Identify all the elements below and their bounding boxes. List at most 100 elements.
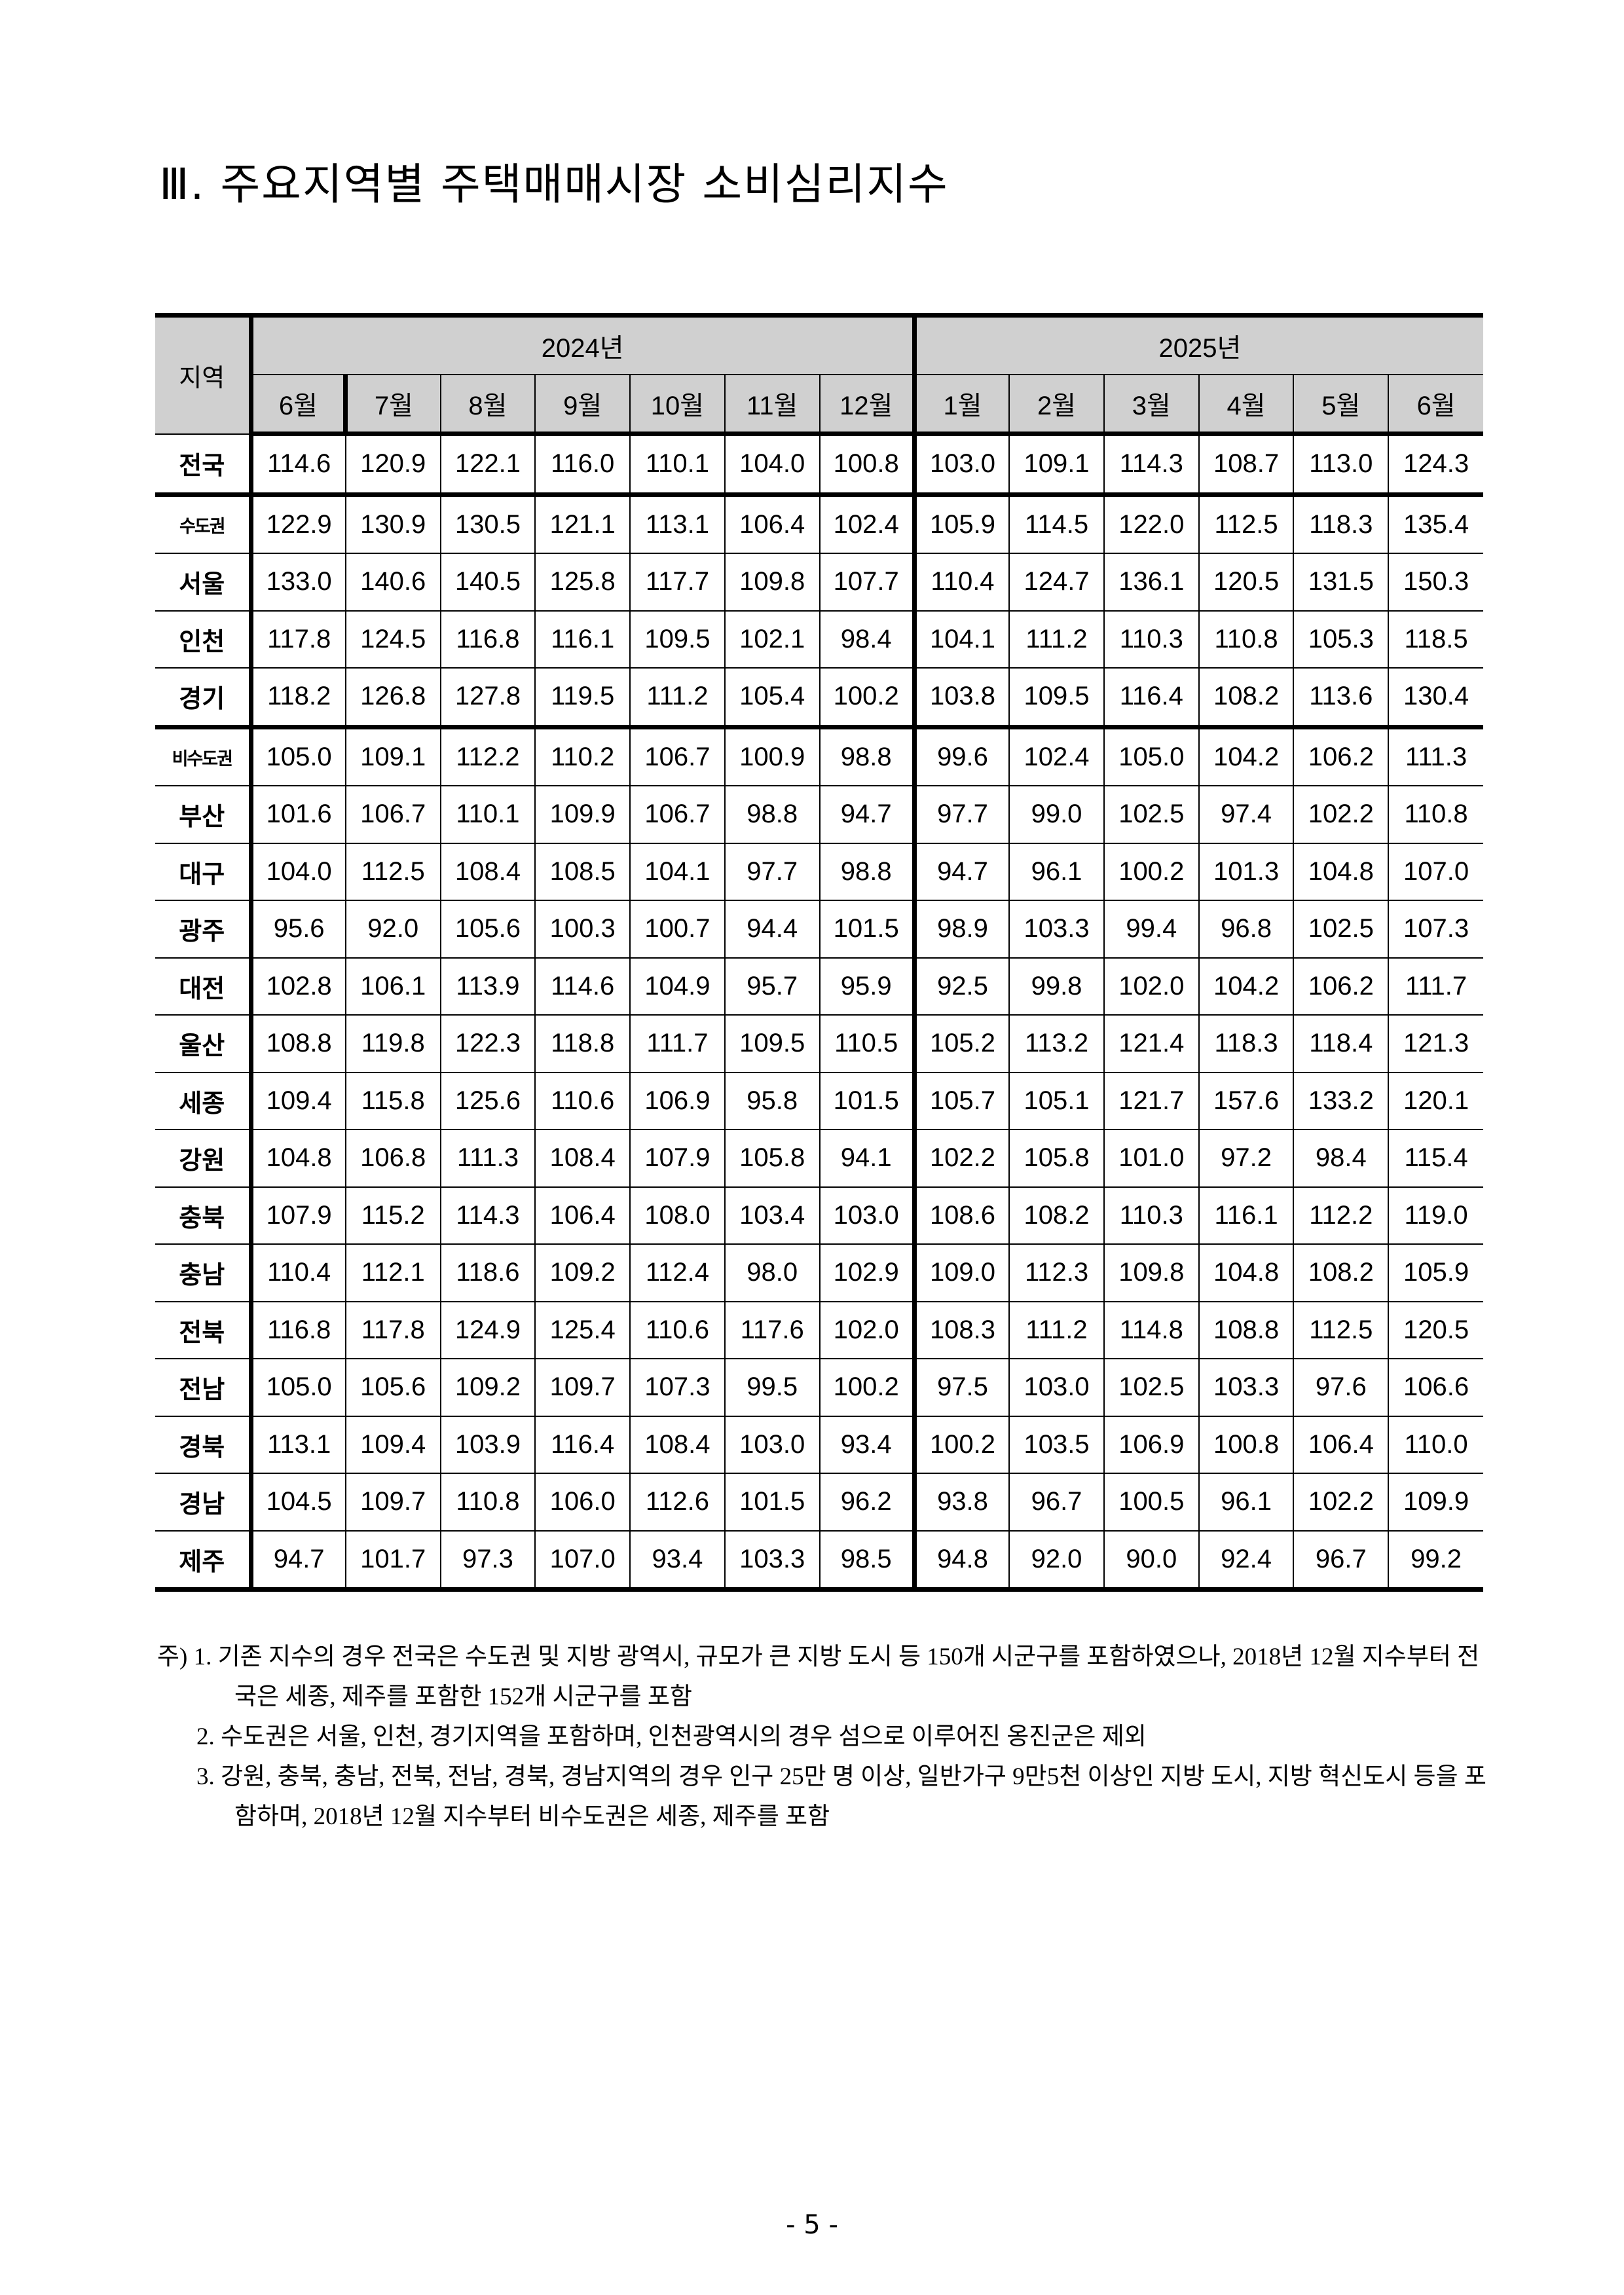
table-row: 경기 118.2 126.8 127.8 119.5 111.2 105.4 100.2 103… — [155, 667, 1483, 729]
index-value: 107.3 — [1388, 900, 1483, 959]
index-value: 99.2 — [1388, 1530, 1483, 1592]
index-value: 112.5 — [1293, 1300, 1390, 1359]
index-value: 106.2 — [1293, 726, 1390, 786]
index-value: 108.8 — [250, 1014, 346, 1073]
month-header: 9월 — [534, 374, 631, 436]
index-value: 92.4 — [1198, 1530, 1295, 1592]
footnote-1: 주) 1. 기존 지수의 경우 전국은 수도권 및 지방 광역시, 규모가 큰 … — [157, 1643, 1480, 1710]
index-value: 100.2 — [819, 1358, 917, 1417]
index-value: 109.5 — [1008, 667, 1105, 729]
index-value: 105.4 — [724, 667, 821, 729]
year-header: 2025년 — [913, 313, 1483, 375]
month-header: 7월 — [344, 374, 441, 436]
index-value: 98.8 — [819, 842, 917, 901]
index-value: 120.5 — [1388, 1300, 1483, 1359]
index-value: 110.4 — [913, 553, 1010, 612]
index-value: 99.0 — [1008, 785, 1105, 844]
index-value: 100.3 — [534, 900, 631, 959]
index-value: 102.5 — [1103, 1358, 1200, 1417]
index-value: 104.9 — [629, 957, 726, 1016]
month-header: 3월 — [1103, 374, 1200, 436]
index-value: 99.8 — [1008, 957, 1105, 1016]
footnote-3: 3. 강원, 충북, 충남, 전북, 전남, 경북, 경남지역의 경우 인구 2… — [196, 1763, 1486, 1830]
index-value: 133.0 — [250, 553, 346, 612]
index-value: 97.2 — [1198, 1129, 1295, 1188]
index-value: 115.8 — [344, 1071, 441, 1130]
index-value: 110.0 — [1388, 1415, 1483, 1474]
index-value: 107.0 — [534, 1530, 631, 1592]
index-value: 94.1 — [819, 1129, 917, 1188]
index-value: 104.0 — [250, 842, 346, 901]
index-value: 103.0 — [1008, 1358, 1105, 1417]
index-value: 108.7 — [1198, 433, 1295, 497]
index-value: 106.7 — [629, 785, 726, 844]
region-label: 세종 — [155, 1071, 253, 1130]
index-value: 93.4 — [629, 1530, 726, 1592]
index-value: 105.0 — [1103, 726, 1200, 786]
index-value: 105.6 — [439, 900, 536, 959]
index-value: 92.0 — [1008, 1530, 1105, 1592]
index-value: 109.2 — [439, 1358, 536, 1417]
index-value: 114.6 — [534, 957, 631, 1016]
index-value: 117.7 — [629, 553, 726, 612]
footnote-2: 2. 수도권은 서울, 인천, 경기지역을 포함하며, 인천광역시의 경우 섬으… — [196, 1723, 1147, 1750]
month-header: 8월 — [439, 374, 536, 436]
index-value: 97.6 — [1293, 1358, 1390, 1417]
index-value: 105.0 — [250, 726, 346, 786]
index-value: 107.3 — [629, 1358, 726, 1417]
table-row: 비수도권 105.0 109.1 112.2 110.2 106.7 100.9 98.8 99… — [155, 726, 1483, 786]
region-label: 충북 — [155, 1186, 253, 1245]
index-value: 103.4 — [724, 1186, 821, 1245]
index-value: 93.8 — [913, 1473, 1010, 1532]
index-value: 108.8 — [1198, 1300, 1295, 1359]
index-value: 104.8 — [250, 1129, 346, 1188]
index-value: 113.6 — [1293, 667, 1390, 729]
index-value: 101.0 — [1103, 1129, 1200, 1188]
index-value: 105.0 — [250, 1358, 346, 1417]
index-value: 105.2 — [913, 1014, 1010, 1073]
index-value: 101.7 — [344, 1530, 441, 1592]
index-value: 112.3 — [1008, 1243, 1105, 1302]
index-value: 93.4 — [819, 1415, 917, 1474]
index-value: 96.1 — [1008, 842, 1105, 901]
index-value: 104.1 — [629, 842, 726, 901]
table-row: 광주 95.6 92.0 105.6 100.3 100.7 94.4 101.5 98.9 10… — [155, 900, 1483, 959]
index-value: 101.5 — [819, 900, 917, 959]
month-header: 4월 — [1198, 374, 1295, 436]
index-value: 110.6 — [629, 1300, 726, 1359]
table-row: 대전 102.8 106.1 113.9 114.6 104.9 95.7 95.9 92.5 9… — [155, 957, 1483, 1016]
index-value: 157.6 — [1198, 1071, 1295, 1130]
year-header: 2024년 — [249, 313, 917, 375]
index-value: 118.6 — [439, 1243, 536, 1302]
index-value: 96.7 — [1008, 1473, 1105, 1532]
index-value: 117.6 — [724, 1300, 821, 1359]
index-value: 94.7 — [819, 785, 917, 844]
region-label: 부산 — [155, 785, 253, 844]
index-value: 150.3 — [1388, 553, 1483, 612]
region-column-header: 지역 — [155, 313, 253, 435]
index-value: 107.0 — [1388, 842, 1483, 901]
index-value: 118.3 — [1198, 1014, 1295, 1073]
index-value: 120.9 — [344, 433, 441, 497]
index-value: 107.9 — [250, 1186, 346, 1245]
index-value: 105.1 — [1008, 1071, 1105, 1130]
index-value: 130.9 — [344, 494, 441, 554]
index-value: 100.8 — [1198, 1415, 1295, 1474]
index-value: 109.0 — [913, 1243, 1010, 1302]
region-label: 전북 — [155, 1300, 253, 1359]
month-header: 5월 — [1293, 374, 1390, 436]
index-value: 109.9 — [1388, 1473, 1483, 1532]
index-value: 109.8 — [1103, 1243, 1200, 1302]
index-value: 100.8 — [819, 433, 917, 497]
index-value: 105.7 — [913, 1071, 1010, 1130]
index-value: 106.4 — [724, 494, 821, 554]
index-value: 109.4 — [344, 1415, 441, 1474]
index-value: 111.2 — [1008, 1300, 1105, 1359]
index-value: 102.4 — [819, 494, 917, 554]
region-label: 경남 — [155, 1473, 253, 1532]
index-value: 121.1 — [534, 494, 631, 554]
index-value: 105.8 — [724, 1129, 821, 1188]
region-label: 대전 — [155, 957, 253, 1016]
index-value: 140.5 — [439, 553, 536, 612]
index-value: 133.2 — [1293, 1071, 1390, 1130]
